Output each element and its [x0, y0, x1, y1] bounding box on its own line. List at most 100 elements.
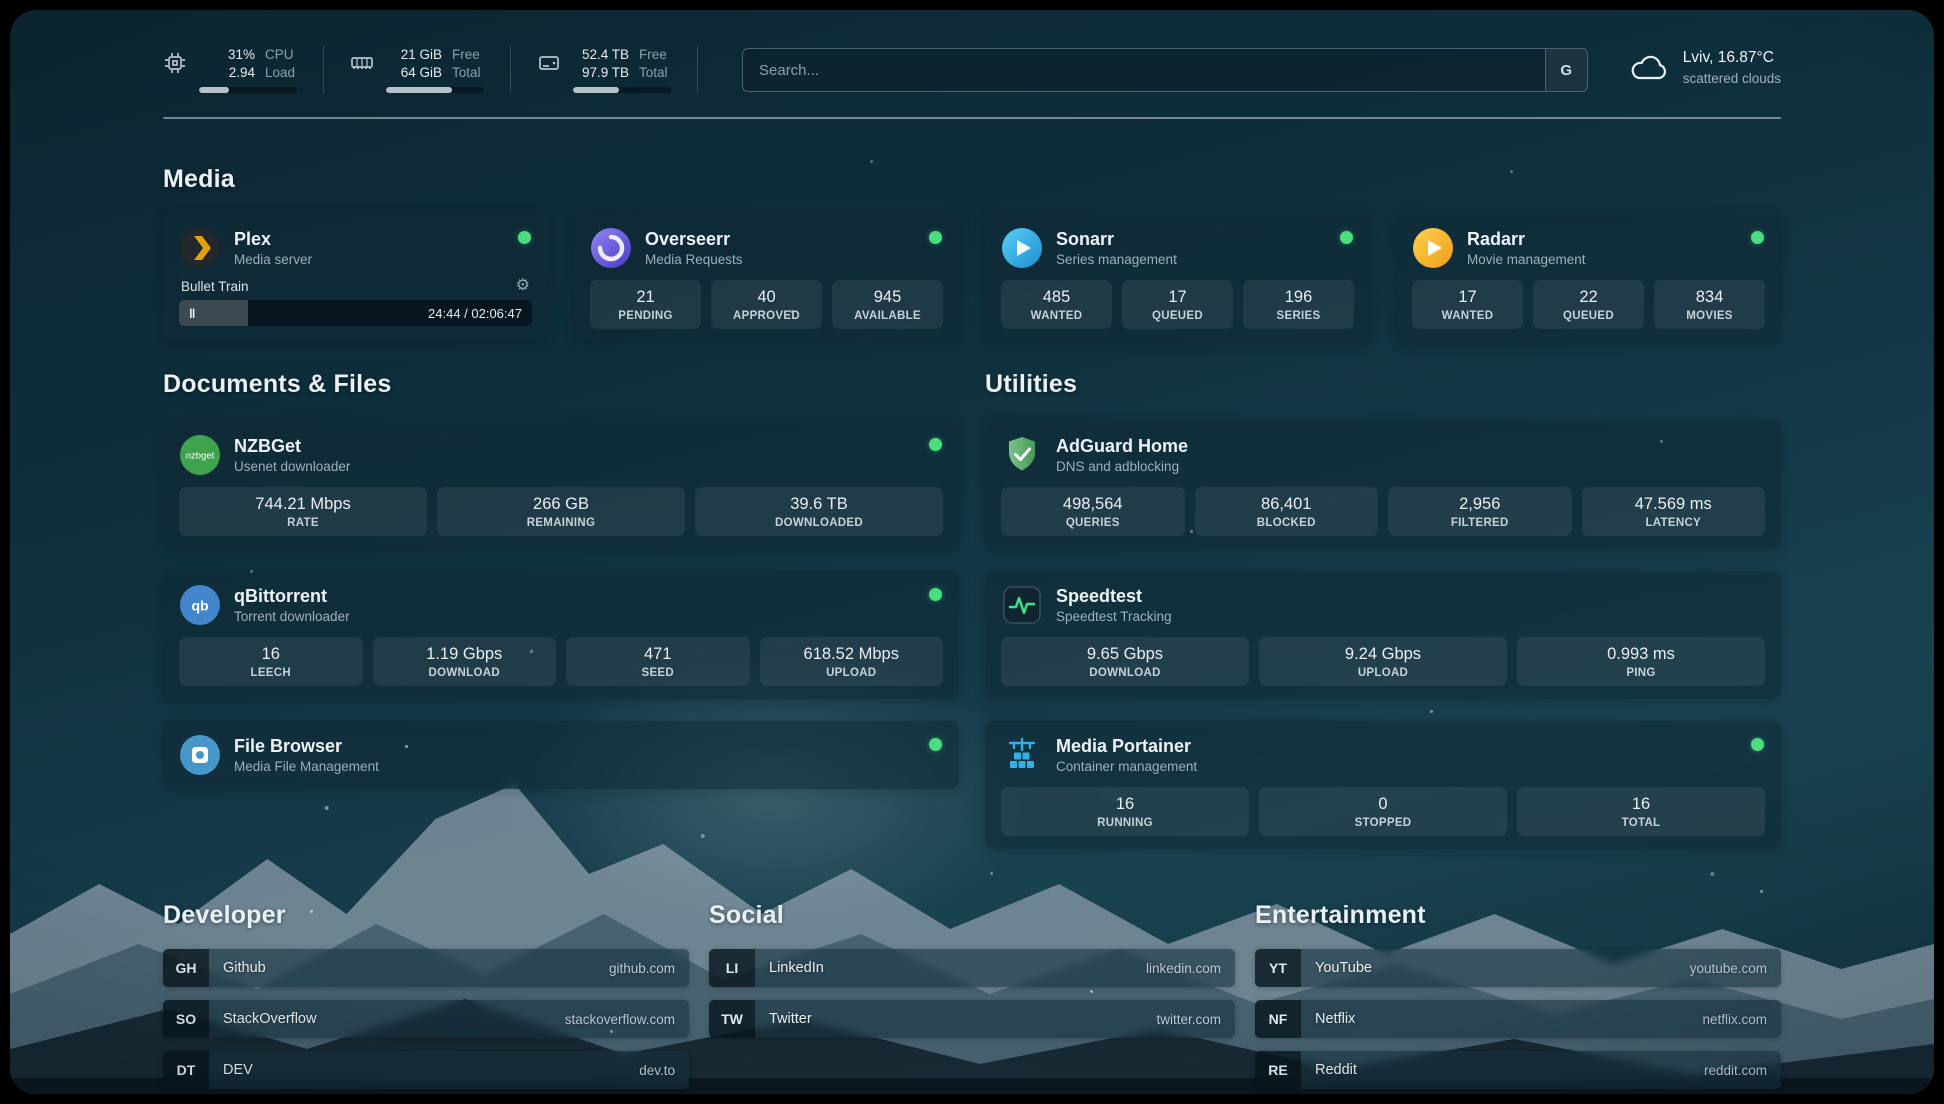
bookmark-github[interactable]: GH Github github.com: [163, 949, 689, 988]
ram-progress-bar: [386, 87, 484, 94]
ram-total-label: Total: [452, 64, 481, 80]
bookmark-name: StackOverflow: [223, 1011, 317, 1028]
plex-header: Plex Media server: [179, 227, 532, 269]
adguard-titles: AdGuard Home DNS and adblocking: [1056, 436, 1188, 474]
bookmark-abbr: YT: [1255, 949, 1301, 988]
now-playing-progress[interactable]: ‖ 24:44 / 02:06:47: [179, 300, 532, 327]
card-plex[interactable]: Plex Media server Bullet Train ⚙ ‖ 24:44…: [163, 214, 548, 343]
bookmark-twitter[interactable]: TW Twitter twitter.com: [709, 1000, 1235, 1039]
bookmark-abbr: NF: [1255, 1000, 1301, 1039]
portainer-stats: 16 RUNNING 0 STOPPED 16 TOTAL: [1001, 787, 1765, 837]
card-radarr[interactable]: Radarr Movie management 17 WANTED 22 QUE…: [1396, 214, 1781, 343]
service-name: Radarr: [1467, 229, 1526, 250]
sonarr-stats: 485 WANTED 17 QUEUED 196 SERIES: [1001, 280, 1354, 330]
disk-row-1: 52.4 TB Free: [573, 46, 671, 64]
cpu-label: CPU: [265, 47, 294, 62]
dashboard-content: 31% CPU 2.94 Load: [163, 10, 1781, 1094]
nzbget-header: nzbget NZBGet Usenet downloader: [179, 434, 943, 476]
qbittorrent-titles: qBittorrent Torrent downloader: [234, 586, 350, 624]
sonarr-icon: [1002, 228, 1042, 269]
cpu-widget: 31% CPU 2.94 Load: [163, 46, 324, 94]
service-desc: Media File Management: [234, 759, 379, 775]
status-dot: [929, 231, 942, 245]
bookmarks-section: Developer GH Github github.com SO StackO…: [163, 901, 1781, 1094]
stat-download: 1.19 Gbps DOWNLOAD: [372, 637, 556, 687]
pause-icon[interactable]: ‖: [189, 305, 196, 321]
ram-row-2: 64 GiB Total: [386, 64, 484, 82]
stat-queued: 22 QUEUED: [1533, 280, 1644, 330]
ram-progress-fill: [386, 87, 452, 94]
portainer-header: Media Portainer Container management: [1001, 734, 1765, 776]
overseerr-header: Overseerr Media Requests: [590, 227, 943, 269]
portainer-icon: [1008, 737, 1036, 769]
bookmark-dev[interactable]: DT DEV dev.to: [163, 1051, 689, 1090]
system-stats: 31% CPU 2.94 Load: [163, 46, 724, 94]
bookmark-reddit[interactable]: RE Reddit reddit.com: [1255, 1051, 1781, 1090]
bookmarks-entertainment: Entertainment YT YouTube youtube.com NF …: [1255, 901, 1781, 1094]
service-desc: Speedtest Tracking: [1056, 609, 1172, 625]
card-sonarr[interactable]: Sonarr Series management 485 WANTED 17 Q…: [985, 214, 1370, 343]
card-overseerr[interactable]: Overseerr Media Requests 21 PENDING 40 A…: [574, 214, 959, 343]
stat-filtered: 2,956 FILTERED: [1388, 487, 1572, 537]
middle-columns: Documents & Files nzbget NZBGet Usenet d…: [163, 370, 1781, 850]
bookmark-url: youtube.com: [1689, 960, 1767, 976]
disk-values: 52.4 TB Free 97.9 TB Total: [573, 46, 671, 94]
speedtest-icon: [1003, 586, 1041, 624]
service-name: File Browser: [234, 736, 343, 757]
cpu-row-2: 2.94 Load: [199, 64, 297, 82]
bookmark-stackoverflow[interactable]: SO StackOverflow stackoverflow.com: [163, 1000, 689, 1039]
ram-row-1: 21 GiB Free: [386, 46, 484, 64]
bookmark-url: reddit.com: [1703, 1062, 1767, 1078]
speedtest-stats: 9.65 Gbps DOWNLOAD 9.24 Gbps UPLOAD 0.99…: [1001, 637, 1765, 687]
bookmark-name: Twitter: [769, 1011, 812, 1028]
disk-icon: [539, 56, 559, 70]
stat-wanted: 17 WANTED: [1412, 280, 1523, 330]
bookmark-netflix[interactable]: NF Netflix netflix.com: [1255, 1000, 1781, 1039]
card-speedtest[interactable]: Speedtest Speedtest Tracking 9.65 Gbps D…: [985, 571, 1781, 700]
section-title-developer: Developer: [163, 901, 286, 930]
card-portainer[interactable]: Media Portainer Container management 16 …: [985, 721, 1781, 850]
svg-text:nzbget: nzbget: [186, 451, 215, 462]
bookmark-name: Netflix: [1315, 1011, 1356, 1028]
bookmark-name: Github: [223, 960, 266, 977]
disk-row-2: 97.9 TB Total: [573, 64, 671, 82]
overseerr-stats: 21 PENDING 40 APPROVED 945 AVAILABLE: [590, 280, 943, 330]
bookmark-linkedin[interactable]: LI LinkedIn linkedin.com: [709, 949, 1235, 988]
now-playing-title: Bullet Train: [181, 278, 249, 294]
weather-widget[interactable]: Lviv, 16.87°C scattered clouds: [1628, 49, 1781, 86]
load-label: Load: [265, 64, 296, 80]
cloud-icon: [1631, 55, 1666, 80]
stat-download: 9.65 Gbps DOWNLOAD: [1001, 637, 1249, 687]
media-cards-row: Plex Media server Bullet Train ⚙ ‖ 24:44…: [163, 214, 1781, 343]
radarr-stats: 17 WANTED 22 QUEUED 834 MOVIES: [1412, 280, 1765, 330]
status-dot: [929, 438, 942, 452]
stat-latency: 47.569 ms LATENCY: [1581, 487, 1765, 537]
status-dot: [1340, 231, 1353, 245]
now-playing-header: Bullet Train ⚙: [179, 278, 532, 294]
card-nzbget[interactable]: nzbget NZBGet Usenet downloader 744.21 M…: [163, 421, 959, 550]
disk-free-value: 52.4 TB: [581, 47, 629, 62]
service-desc: Usenet downloader: [234, 459, 351, 475]
service-desc: Media Requests: [645, 252, 743, 268]
search-input[interactable]: [743, 49, 1545, 91]
card-adguard[interactable]: AdGuard Home DNS and adblocking 498,564 …: [985, 421, 1781, 550]
disk-progress-fill: [573, 87, 620, 94]
bookmark-abbr: RE: [1255, 1051, 1301, 1090]
now-playing-widget: Bullet Train ⚙ ‖ 24:44 / 02:06:47: [179, 278, 532, 327]
plex-icon: [180, 228, 220, 269]
status-dot: [929, 738, 942, 752]
stat-running: 16 RUNNING: [1001, 787, 1249, 837]
documents-column: Documents & Files nzbget NZBGet Usenet d…: [163, 370, 959, 790]
stat-queries: 498,564 QUERIES: [1001, 487, 1185, 537]
gear-icon[interactable]: ⚙: [515, 277, 530, 295]
cpu-progress-bar: [199, 87, 297, 94]
card-qbittorrent[interactable]: qb qBittorrent Torrent downloader 16 LEE…: [163, 571, 959, 700]
search-engine-button[interactable]: G: [1544, 49, 1587, 91]
card-filebrowser[interactable]: File Browser Media File Management: [163, 721, 959, 790]
stat-upload: 618.52 Mbps UPLOAD: [759, 637, 943, 687]
qbittorrent-header: qb qBittorrent Torrent downloader: [179, 584, 943, 626]
section-title-documents: Documents & Files: [163, 370, 392, 399]
stat-stopped: 0 STOPPED: [1259, 787, 1507, 837]
bookmark-youtube[interactable]: YT YouTube youtube.com: [1255, 949, 1781, 988]
adguard-header: AdGuard Home DNS and adblocking: [1001, 434, 1765, 476]
